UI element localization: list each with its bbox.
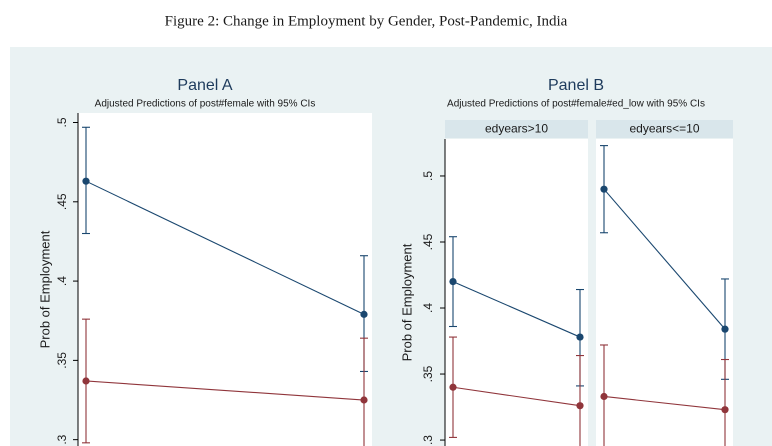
point <box>600 392 608 401</box>
panel-subtitle: Adjusted Predictions of post#female#ed_l… <box>447 99 705 110</box>
y-tick-label: .35 <box>55 352 69 369</box>
y-tick-label: .3 <box>421 435 435 445</box>
strip-label: edyears>10 <box>485 122 548 136</box>
y-tick-label: .35 <box>421 365 435 382</box>
y-tick-label: .3 <box>55 434 69 444</box>
point <box>82 177 90 185</box>
plot-region <box>596 139 733 446</box>
figure-caption: Figure 2: Change in Employment by Gender… <box>165 13 568 29</box>
series-line <box>452 281 581 338</box>
y-axis-label: Prob of Employment <box>399 243 414 361</box>
point <box>600 185 608 193</box>
y-tick-label: .4 <box>421 303 435 313</box>
series-line <box>603 188 726 330</box>
point <box>360 310 368 318</box>
series-line <box>85 180 365 315</box>
panel-title: Panel B <box>548 77 604 94</box>
y-tick-label: .5 <box>421 171 435 181</box>
point <box>360 396 368 404</box>
strip-background <box>445 120 588 138</box>
panel-title: Panel A <box>177 77 232 94</box>
y-tick-label: .45 <box>421 233 435 250</box>
plot-region <box>445 139 588 446</box>
point <box>721 406 729 414</box>
series-line <box>85 380 365 401</box>
point <box>721 325 729 333</box>
point <box>576 333 584 341</box>
y-tick-label: .4 <box>55 276 69 286</box>
point <box>82 377 90 385</box>
point <box>576 402 584 410</box>
series-line <box>603 395 726 411</box>
strip-label: edyears<=10 <box>629 122 699 136</box>
point <box>449 278 457 286</box>
y-axis-label: Prob of Employment <box>37 230 52 348</box>
plot-region <box>78 113 372 446</box>
y-tick-label: .5 <box>55 117 69 127</box>
y-tick-label: .45 <box>55 193 69 210</box>
strip-background <box>596 120 733 138</box>
series-line <box>452 386 581 407</box>
point <box>449 383 457 391</box>
panel-subtitle: Adjusted Predictions of post#female with… <box>95 99 316 110</box>
